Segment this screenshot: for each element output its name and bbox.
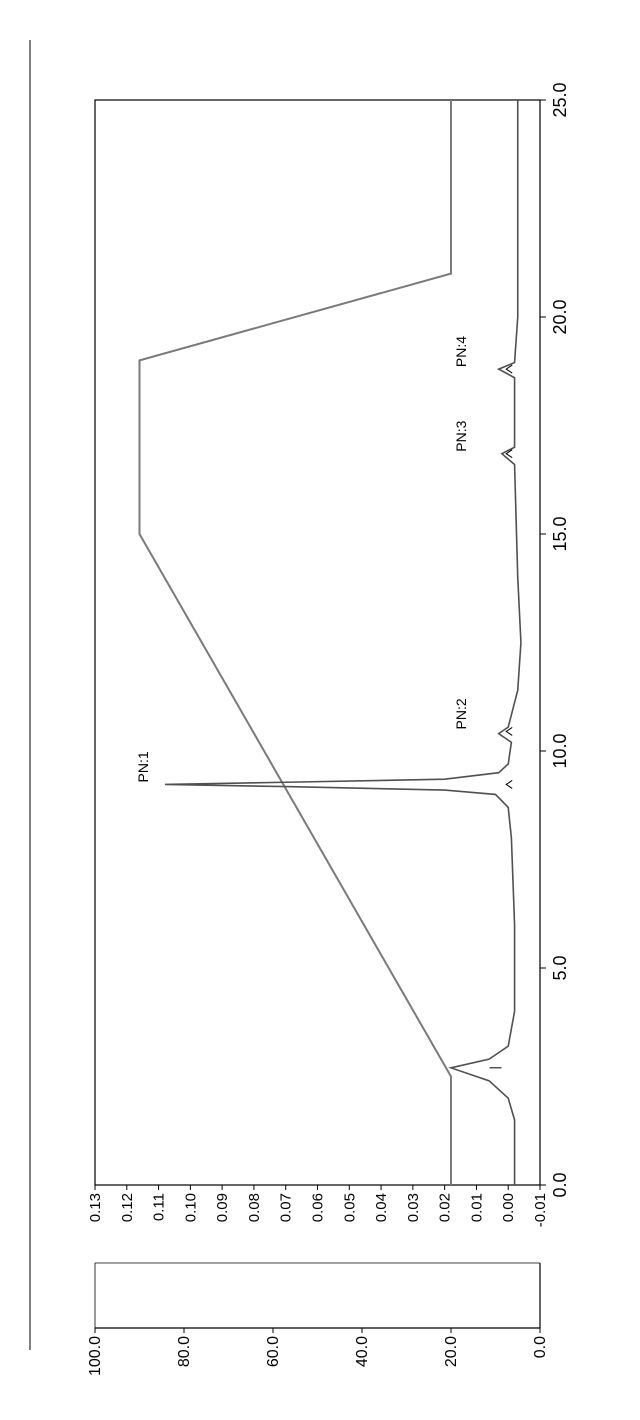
y2-tick-label: 0.02 (437, 1193, 454, 1222)
peak-label: PN:2 (453, 698, 469, 729)
y1-tick-label: 60.0 (265, 1336, 282, 1367)
y2-tick-label: 0.03 (405, 1193, 422, 1222)
x-tick-label: 20.0 (550, 299, 570, 334)
y2-tick-label: 0.10 (182, 1193, 199, 1222)
rotated-canvas: セルグリフロジン—A RT=9.229 mn 面積% = 97.934 分 吸光… (0, 0, 640, 1420)
stage: セルグリフロジン—A RT=9.229 mn 面積% = 97.934 分 吸光… (0, 0, 640, 1420)
peak-label: PN:1 (135, 751, 151, 782)
y1-tick-label: 20.0 (443, 1336, 460, 1367)
y2-tick-label: 0.13 (87, 1193, 104, 1222)
x-tick-label: 0.0 (550, 1172, 570, 1197)
y1-tick-label: 80.0 (176, 1336, 193, 1367)
peak-label: PN:3 (453, 420, 469, 451)
y2-tick-label: 0.05 (341, 1193, 358, 1222)
x-tick-label: 15.0 (550, 516, 570, 551)
x-tick-label: 25.0 (550, 82, 570, 117)
y2-tick-label: 0.12 (119, 1193, 136, 1222)
y2-tick-label: 0.09 (214, 1193, 231, 1222)
y2-tick-label: 0.11 (151, 1193, 168, 1221)
plot-svg: 0.020.040.060.080.0100.00.05.010.015.020… (0, 0, 640, 1420)
peak-label: PN:4 (453, 336, 469, 367)
y1-tick-label: 0.0 (532, 1336, 549, 1358)
y1-tick-label: 40.0 (354, 1336, 371, 1367)
x-tick-label: 5.0 (550, 955, 570, 980)
x-tick-label: 10.0 (550, 733, 570, 768)
y2-tick-label: 0.00 (500, 1193, 517, 1222)
y2-tick-label: 0.06 (310, 1193, 327, 1222)
y2-tick-label: 0.04 (373, 1193, 390, 1222)
y2-tick-label: 0.08 (246, 1193, 263, 1222)
y2-tick-label: 0.07 (278, 1193, 295, 1222)
y1-tick-label: 100.0 (87, 1336, 104, 1376)
y2-tick-label: -0.01 (532, 1193, 549, 1227)
y2-tick-label: 0.01 (468, 1193, 485, 1222)
